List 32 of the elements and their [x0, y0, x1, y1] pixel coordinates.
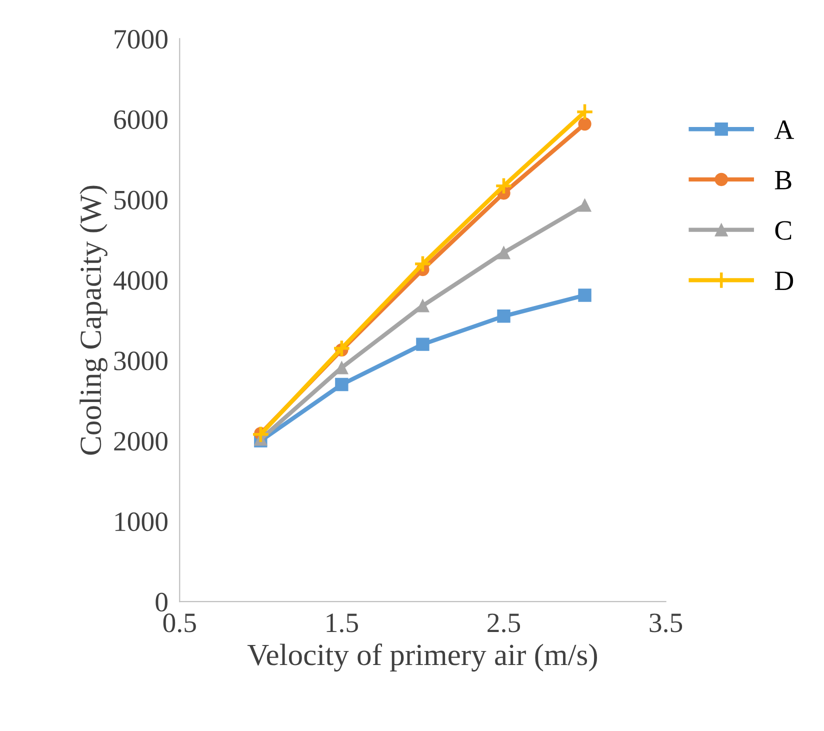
y-tick-label: 3000 [114, 352, 168, 370]
y-axis-title: Cooling Capacity (W) [80, 186, 108, 455]
x-tick-label: 2.5 [488, 614, 520, 632]
point [335, 378, 348, 392]
y-tick-label: 6000 [114, 110, 168, 130]
y-tick-label: 5000 [114, 190, 168, 210]
point [416, 338, 430, 351]
legend-label: D [774, 272, 794, 290]
point [252, 425, 270, 444]
point [578, 288, 592, 302]
point [494, 176, 513, 195]
x-tick-label: 3.5 [650, 614, 682, 632]
y-tick-label: 2000 [114, 432, 168, 451]
x-axis-title: Velocity of primery air (m/s) [247, 643, 598, 672]
legend-label: B [774, 171, 792, 190]
point [416, 299, 430, 312]
y-tick-label: 4000 [114, 271, 168, 290]
y-tick-label: 1000 [115, 512, 168, 532]
legend-label: C [775, 221, 792, 240]
x-tick-label: 0.5 [163, 614, 196, 632]
legend-label: A [774, 120, 794, 139]
x-tick-label: 1.5 [326, 614, 358, 632]
point [414, 254, 432, 273]
point [497, 310, 510, 323]
y-tick-label: 0 [156, 592, 168, 612]
point [497, 246, 510, 260]
point [335, 361, 348, 374]
point [578, 198, 592, 212]
point [332, 339, 351, 358]
point [578, 117, 592, 131]
point [576, 102, 594, 121]
y-tick-label: 7000 [114, 30, 168, 49]
